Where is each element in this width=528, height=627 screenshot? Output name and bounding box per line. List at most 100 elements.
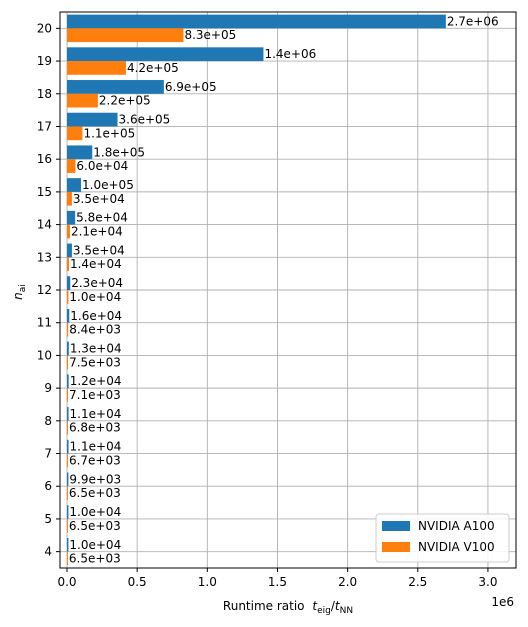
y-tick-label: 15 xyxy=(37,185,52,199)
x-tick-label: 1.0 xyxy=(198,575,217,589)
bar-value-label: 2.7e+06 xyxy=(447,14,499,28)
x-tick-label: 1.5 xyxy=(268,575,287,589)
y-tick-label: 8 xyxy=(44,414,52,428)
bar-a100 xyxy=(67,276,71,290)
y-tick-label: 19 xyxy=(37,54,52,68)
bar-value-label: 1.1e+05 xyxy=(83,126,135,140)
bar-value-label: 7.1e+03 xyxy=(69,388,121,402)
bar-v100 xyxy=(67,551,68,566)
bar-value-label: 1.1e+04 xyxy=(70,440,122,454)
bar-a100 xyxy=(67,341,69,356)
bar-a100 xyxy=(67,178,82,192)
legend-label-a100: NVIDIA A100 xyxy=(418,519,495,533)
bar-value-label: 3.5e+04 xyxy=(73,243,125,257)
bar-a100 xyxy=(67,243,72,258)
bar-v100 xyxy=(67,61,126,75)
bar-value-label: 1.1e+04 xyxy=(70,407,122,421)
legend-swatch-v100 xyxy=(382,542,410,552)
x-tick-label: 0.5 xyxy=(128,575,147,589)
bar-a100 xyxy=(67,537,69,552)
bar-a100 xyxy=(67,472,69,487)
bar-value-label: 1.0e+04 xyxy=(69,505,121,519)
bar-labels: 1.0e+046.5e+031.0e+046.5e+039.9e+036.5e+… xyxy=(69,14,499,565)
bar-value-label: 1.0e+04 xyxy=(69,290,121,304)
y-tick-label: 12 xyxy=(37,283,52,297)
bar-value-label: 7.5e+03 xyxy=(69,355,121,369)
bar-value-label: 3.5e+04 xyxy=(73,192,125,206)
bar-value-label: 2.1e+04 xyxy=(71,224,123,238)
x-axis-label-text: Runtime ratio xyxy=(223,599,305,613)
bar-a100 xyxy=(67,439,69,454)
bar-v100 xyxy=(67,126,83,141)
bar-a100 xyxy=(67,374,69,389)
y-tick-label: 18 xyxy=(37,87,52,101)
y-tick-label: 4 xyxy=(44,545,52,559)
bar-v100 xyxy=(67,93,98,108)
bar-value-label: 2.3e+04 xyxy=(71,276,123,290)
bar-v100 xyxy=(67,257,69,272)
bar-value-label: 9.9e+03 xyxy=(69,472,121,486)
bar-a100 xyxy=(67,308,70,323)
x-tick-label: 2.0 xyxy=(338,575,357,589)
legend-label-v100: NVIDIA V100 xyxy=(418,540,495,554)
bar-a100 xyxy=(67,505,69,519)
bar-v100 xyxy=(67,486,68,500)
bar-v100 xyxy=(67,388,69,402)
y-axis-ticks: 4 5 6 7 8 9 10 11 12 13 14 15 16 17 18 19 20 xyxy=(37,21,60,559)
bar-value-label: 8.3e+05 xyxy=(184,28,236,42)
y-tick-label: 9 xyxy=(44,381,52,395)
bar-value-label: 1.4e+04 xyxy=(70,257,122,271)
y-tick-label: 7 xyxy=(44,447,52,461)
bar-value-label: 1.0e+04 xyxy=(69,538,121,552)
bar-v100 xyxy=(67,420,68,435)
bar-value-label: 1.4e+06 xyxy=(264,47,316,61)
bar-value-label: 6.9e+05 xyxy=(165,80,217,94)
bar-a100 xyxy=(67,407,69,421)
bar-value-label: 4.2e+05 xyxy=(127,61,179,75)
bar-value-label: 6.5e+03 xyxy=(69,486,121,500)
y-tick-label: 13 xyxy=(37,250,52,264)
bar-v100 xyxy=(67,28,184,43)
legend: NVIDIA A100 NVIDIA V100 xyxy=(375,513,510,563)
bar-v100 xyxy=(67,224,70,239)
y-tick-label: 17 xyxy=(37,119,52,133)
bar-a100 xyxy=(67,47,264,62)
y-tick-label: 11 xyxy=(37,316,52,330)
bar-v100 xyxy=(67,355,69,370)
y-tick-label: 16 xyxy=(37,152,52,166)
bar-a100 xyxy=(67,145,93,160)
y-tick-label: 10 xyxy=(37,348,52,362)
bar-value-label: 8.4e+03 xyxy=(69,323,121,337)
bar-value-label: 1.2e+04 xyxy=(70,374,122,388)
bar-value-label: 6.5e+03 xyxy=(69,519,121,533)
grid xyxy=(60,12,516,568)
legend-swatch-a100 xyxy=(382,521,410,531)
y-axis-label: nai xyxy=(11,284,28,300)
bar-a100 xyxy=(67,112,118,127)
bar-a100 xyxy=(67,80,164,94)
bar-value-label: 1.0e+05 xyxy=(82,178,134,192)
bar-v100 xyxy=(67,191,72,206)
bar-v100 xyxy=(67,322,69,337)
bar-value-label: 1.6e+04 xyxy=(70,309,122,323)
bar-v100 xyxy=(67,159,76,173)
bar-value-label: 1.3e+04 xyxy=(70,342,122,356)
bar-v100 xyxy=(67,290,69,304)
x-offset-label: 1e6 xyxy=(491,595,514,609)
bar-value-label: 6.7e+03 xyxy=(69,453,121,467)
bars xyxy=(67,14,446,566)
bar-value-label: 6.0e+04 xyxy=(76,159,128,173)
x-tick-label: 3.0 xyxy=(478,575,497,589)
bar-value-label: 3.6e+05 xyxy=(119,113,171,127)
x-axis-ticks: 0.0 0.5 1.0 1.5 2.0 2.5 3.0 xyxy=(57,568,497,589)
y-tick-label: 20 xyxy=(37,21,52,35)
bar-value-label: 1.8e+05 xyxy=(93,145,145,159)
x-tick-label: 2.5 xyxy=(408,575,427,589)
y-tick-label: 6 xyxy=(44,479,52,493)
bar-a100 xyxy=(67,210,76,225)
y-tick-label: 14 xyxy=(37,218,52,232)
bar-v100 xyxy=(67,453,68,468)
x-tick-label: 0.0 xyxy=(57,575,76,589)
bar-value-label: 6.8e+03 xyxy=(69,421,121,435)
